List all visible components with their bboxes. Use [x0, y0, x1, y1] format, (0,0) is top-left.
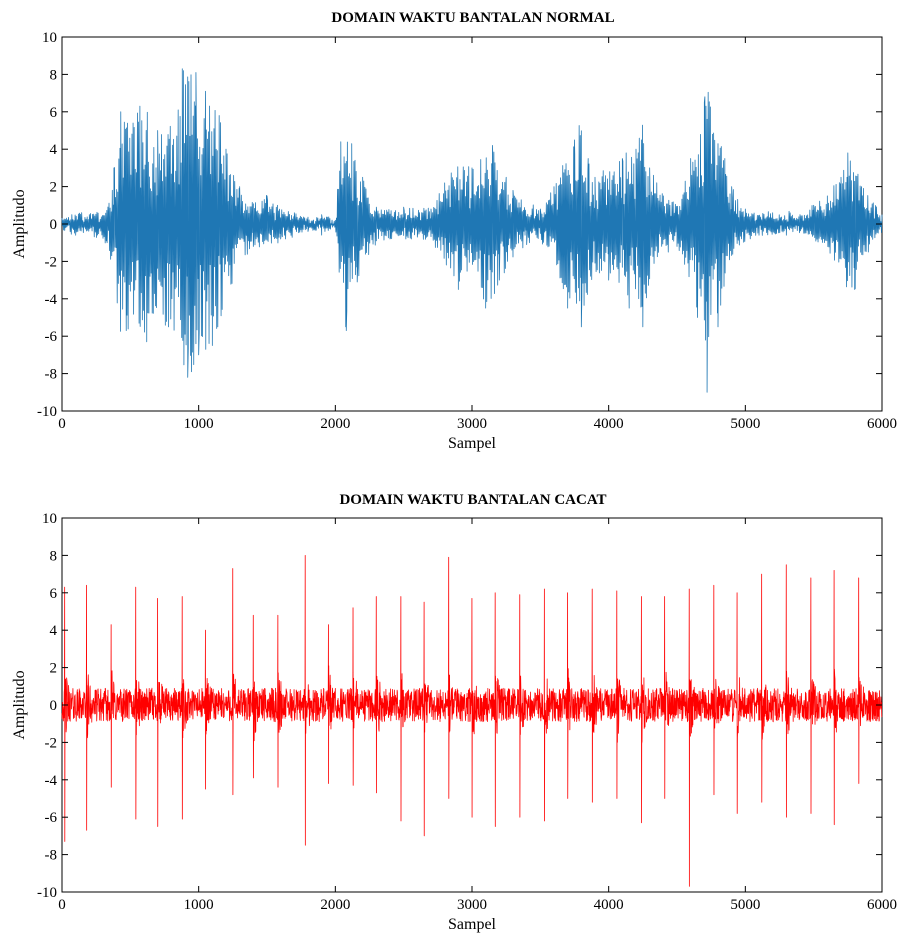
- y-tick-label: -4: [45, 773, 58, 789]
- y-axis-label: Amplitudo: [11, 189, 28, 258]
- x-axis-label: Sampel: [448, 435, 497, 452]
- tick-layer: 0 1000 2000 3000 4000 5000 6000 -10 -8 -6 -4 -2 0 2 4 6…: [37, 30, 897, 432]
- y-tick-label: 4: [50, 623, 58, 639]
- series-line-normal: [61, 68, 883, 393]
- y-tick-label: 2: [50, 661, 58, 677]
- y-tick-label: -10: [37, 885, 57, 901]
- y-tick-label: -6: [45, 329, 58, 345]
- y-tick-label: 2: [50, 180, 58, 196]
- y-tick-label: 8: [50, 67, 58, 83]
- y-tick-label: -2: [45, 735, 58, 751]
- y-tick-label: -2: [45, 254, 58, 270]
- x-tick-label: 5000: [730, 897, 760, 913]
- y-tick-label: 0: [50, 698, 58, 714]
- x-axis-label: Sampel: [448, 916, 497, 933]
- y-tick-label: -8: [45, 367, 58, 383]
- y-tick-label: -10: [37, 404, 57, 420]
- y-tick-label: 6: [50, 105, 58, 121]
- y-tick-label: -6: [45, 810, 58, 826]
- x-tick-label: 3000: [457, 416, 487, 432]
- chart-normal: DOMAIN WAKTU BANTALAN NORMAL 0 1000 2000 30…: [11, 10, 897, 452]
- series-layer: [61, 68, 883, 393]
- x-tick-label: 6000: [867, 897, 897, 913]
- chart-title: DOMAIN WAKTU BANTALAN NORMAL: [331, 10, 614, 26]
- x-tick-label: 3000: [457, 897, 487, 913]
- tick-layer: 0 1000 2000 3000 4000 5000 6000 -10 -8 -6 -4 -2 0 2 4 6…: [37, 511, 897, 913]
- x-tick-label: 0: [58, 897, 66, 913]
- x-tick-label: 6000: [867, 416, 897, 432]
- series-layer: [61, 555, 883, 887]
- y-tick-label: -8: [45, 848, 58, 864]
- x-tick-label: 4000: [594, 897, 624, 913]
- y-tick-label: 4: [50, 142, 58, 158]
- x-tick-label: 2000: [320, 416, 350, 432]
- x-tick-label: 0: [58, 416, 66, 432]
- y-tick-label: 8: [50, 548, 58, 564]
- x-tick-label: 1000: [184, 897, 214, 913]
- chart-title: DOMAIN WAKTU BANTALAN CACAT: [339, 492, 606, 508]
- series-line-defect: [61, 555, 883, 887]
- y-tick-label: 10: [42, 30, 57, 46]
- y-tick-label: 6: [50, 586, 58, 602]
- x-tick-label: 4000: [594, 416, 624, 432]
- y-tick-label: -4: [45, 292, 58, 308]
- x-tick-label: 1000: [184, 416, 214, 432]
- x-tick-label: 5000: [730, 416, 760, 432]
- y-axis-label: Amplitudo: [11, 670, 28, 739]
- x-tick-label: 2000: [320, 897, 350, 913]
- y-tick-label: 10: [42, 511, 57, 527]
- chart-defect: DOMAIN WAKTU BANTALAN CACAT 0 1000 2000 300…: [11, 492, 897, 933]
- y-tick-label: 0: [50, 217, 58, 233]
